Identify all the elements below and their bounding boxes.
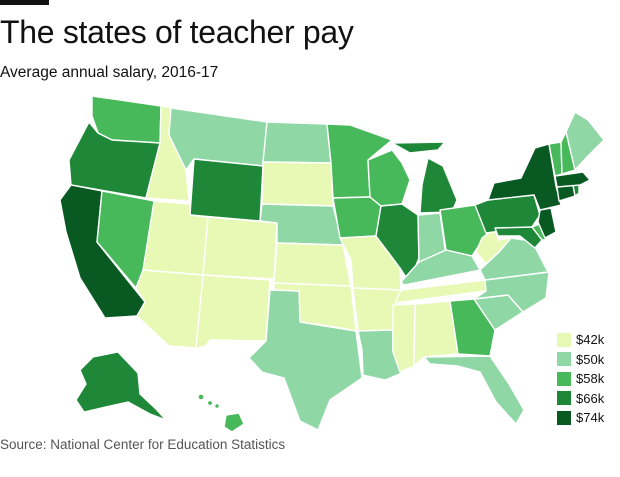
state-MI <box>391 141 446 154</box>
state-MI-lower <box>419 157 458 214</box>
state-MA <box>554 171 591 188</box>
map-title: The states of teacher pay <box>0 14 354 50</box>
state-ND <box>262 121 332 164</box>
legend-item: $58k <box>557 369 604 389</box>
state-NC <box>473 271 550 313</box>
state-GA <box>449 298 496 357</box>
state-SD <box>261 161 334 207</box>
legend-swatch <box>557 371 571 386</box>
state-MT <box>168 107 268 171</box>
state-TX <box>248 289 363 431</box>
legend-label: $42k <box>576 332 605 348</box>
state-IA <box>332 196 382 239</box>
legend-label: $66k <box>576 390 605 406</box>
legend-label: $58k <box>576 371 605 387</box>
map-subtitle: Average annual salary, 2016-17 <box>0 64 219 81</box>
legend-item: $74k <box>557 408 604 428</box>
state-AK <box>75 351 167 421</box>
top-accent-bar <box>0 0 49 5</box>
state-HI <box>223 412 245 433</box>
state-KY <box>400 249 481 286</box>
state-HI-island-3 <box>213 402 221 410</box>
state-WI <box>367 149 411 207</box>
state-MS <box>392 303 416 373</box>
legend-swatch <box>557 391 571 406</box>
legend-swatch <box>557 332 571 347</box>
state-DE <box>531 223 547 241</box>
state-FL <box>423 355 525 425</box>
state-HI-island-1 <box>197 393 205 401</box>
legend-swatch <box>557 352 571 367</box>
state-WY <box>189 158 264 222</box>
state-AZ <box>135 269 204 349</box>
legend-item: $50k <box>557 350 604 370</box>
state-AL <box>413 300 459 367</box>
state-KS <box>273 242 352 287</box>
legend-label: $50k <box>576 351 605 367</box>
legend-item: $66k <box>557 389 604 409</box>
state-ME <box>565 111 605 171</box>
legend-label: $74k <box>576 410 605 426</box>
legend-item: $42k <box>557 330 604 350</box>
state-CO <box>202 216 278 280</box>
state-HI-island-2 <box>206 399 214 407</box>
state-NJ <box>537 207 557 239</box>
state-NM <box>195 274 271 349</box>
legend: $42k $50k $58k $66k $74k <box>557 330 604 428</box>
source-note: Source: National Center for Education St… <box>0 437 286 452</box>
legend-swatch <box>557 410 571 425</box>
